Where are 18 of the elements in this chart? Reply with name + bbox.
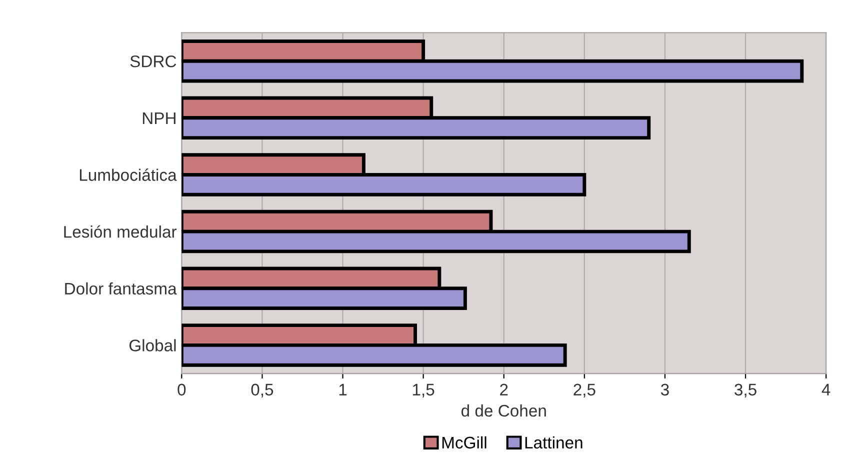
x-tick-label: 2 — [500, 384, 508, 396]
x-tick-label: 1 — [339, 384, 347, 396]
x-tick-label: 1,5 — [412, 384, 434, 398]
x-tick-label: 3,5 — [734, 384, 756, 398]
x-tick-label: 4 — [822, 384, 830, 396]
x-tick-label: 3 — [660, 384, 669, 396]
legend-label: McGill — [442, 436, 486, 449]
y-tick-label: Lumbociática — [80, 168, 177, 181]
y-tick-label: Global — [129, 339, 176, 352]
y-tick-label: Lesión medular — [64, 225, 177, 238]
x-axis-title: d de Cohen — [461, 404, 546, 417]
y-tick-label: NPH — [142, 112, 176, 124]
x-tick-label: 2,5 — [574, 384, 596, 398]
x-tick-label: 0 — [178, 384, 186, 396]
x-tick-label: 0,5 — [251, 384, 274, 398]
legend-label: Lattinen — [525, 436, 582, 449]
y-tick-label: SDRC — [130, 56, 176, 68]
y-tick-label: Dolor fantasma — [65, 282, 177, 295]
